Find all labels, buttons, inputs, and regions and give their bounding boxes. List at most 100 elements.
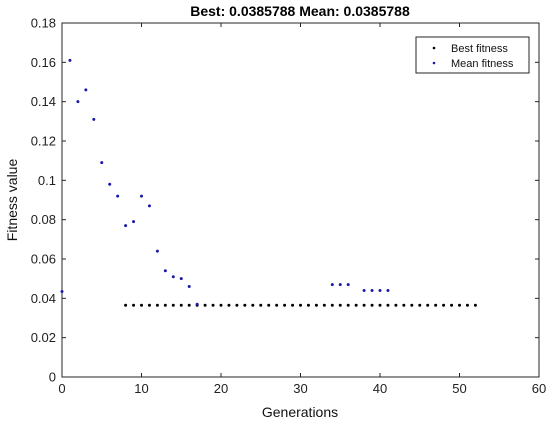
x-axis-label: Generations xyxy=(262,404,338,420)
best-fitness-point xyxy=(147,303,151,307)
mean-fitness-point xyxy=(76,100,80,104)
plot-area xyxy=(61,22,540,378)
best-fitness-point xyxy=(465,303,469,307)
mean-fitness-point xyxy=(100,161,104,165)
best-fitness-point xyxy=(410,303,414,307)
data-points xyxy=(60,58,477,307)
mean-fitness-point xyxy=(68,58,72,62)
y-tick-label: 0.02 xyxy=(31,330,56,345)
mean-fitness-point xyxy=(108,182,112,186)
best-fitness-point xyxy=(211,303,215,307)
mean-fitness-point xyxy=(155,249,159,253)
best-fitness-point xyxy=(171,303,175,307)
best-fitness-point xyxy=(259,303,263,307)
best-fitness-point xyxy=(203,303,207,307)
best-fitness-point xyxy=(378,303,382,307)
y-tick-label: 0.08 xyxy=(31,212,56,227)
best-fitness-point xyxy=(354,303,358,307)
legend-label-mean: Mean fitness xyxy=(451,58,514,70)
best-fitness-point xyxy=(132,303,136,307)
y-axis-label: Fitness value xyxy=(4,159,20,242)
best-fitness-point xyxy=(442,303,446,307)
legend: Best fitness Mean fitness xyxy=(415,36,530,74)
mean-fitness-point xyxy=(116,194,120,198)
y-tick-label: 0.14 xyxy=(31,94,56,109)
x-tick-label: 30 xyxy=(293,381,307,396)
best-fitness-point xyxy=(386,303,390,307)
best-fitness-point xyxy=(227,303,231,307)
best-fitness-point xyxy=(473,303,477,307)
y-tick-label: 0.16 xyxy=(31,55,56,70)
x-tick-label: 10 xyxy=(134,381,148,396)
best-fitness-point xyxy=(243,303,247,307)
mean-fitness-point xyxy=(60,289,64,293)
y-tick-label: 0 xyxy=(49,370,56,385)
axis-ticks: 0 10 20 30 40 50 60 0 0.02 0.04 0.06 0.08 0.1 0.12 0.1… xyxy=(31,16,547,397)
best-fitness-point xyxy=(124,303,128,307)
x-tick-label: 50 xyxy=(452,381,466,396)
mean-fitness-point xyxy=(195,302,199,306)
best-fitness-point xyxy=(450,303,454,307)
mean-fitness-point xyxy=(386,288,390,292)
best-fitness-point xyxy=(434,303,438,307)
mean-fitness-point xyxy=(362,288,366,292)
x-tick-label: 0 xyxy=(58,381,65,396)
y-tick-label: 0.12 xyxy=(31,134,56,149)
mean-fitness-point xyxy=(338,283,342,287)
best-fitness-point xyxy=(330,303,334,307)
mean-fitness-point xyxy=(140,194,143,198)
best-fitness-point xyxy=(299,303,302,307)
y-tick-label: 0.04 xyxy=(31,291,56,306)
best-fitness-point xyxy=(370,303,374,307)
best-fitness-point xyxy=(219,303,223,307)
best-fitness-point xyxy=(179,303,183,307)
mean-fitness-point xyxy=(330,283,334,287)
mean-fitness-point xyxy=(370,288,374,292)
mean-fitness-point xyxy=(179,277,183,281)
best-fitness-point xyxy=(163,303,167,307)
best-fitness-point xyxy=(362,303,366,307)
best-fitness-point xyxy=(251,303,255,307)
best-fitness-point xyxy=(458,303,461,307)
best-fitness-point xyxy=(394,303,398,307)
mean-fitness-point xyxy=(92,117,96,121)
legend-label-best: Best fitness xyxy=(451,43,508,55)
x-tick-label: 60 xyxy=(532,381,546,396)
legend-marker-best xyxy=(432,46,436,50)
mean-fitness-point xyxy=(171,275,175,279)
mean-fitness-point xyxy=(163,269,167,273)
best-fitness-point xyxy=(338,303,342,307)
best-fitness-point xyxy=(291,303,295,307)
best-fitness-point xyxy=(267,303,271,307)
mean-fitness-point xyxy=(132,220,136,224)
x-tick-label: 40 xyxy=(373,381,387,396)
best-fitness-point xyxy=(306,303,310,307)
chart-title: Best: 0.0385788 Mean: 0.0385788 xyxy=(190,3,410,19)
x-tick-label: 20 xyxy=(214,381,228,396)
best-fitness-point xyxy=(314,303,318,307)
mean-fitness-point xyxy=(346,283,350,287)
best-fitness-point xyxy=(140,303,143,307)
best-fitness-point xyxy=(346,303,350,307)
best-fitness-point xyxy=(322,303,326,307)
best-fitness-point xyxy=(187,303,191,307)
best-fitness-point xyxy=(275,303,279,307)
mean-fitness-point xyxy=(84,88,88,92)
best-fitness-point xyxy=(402,303,406,307)
best-fitness-point xyxy=(426,303,430,307)
best-fitness-point xyxy=(283,303,287,307)
y-tick-label: 0.18 xyxy=(31,16,56,31)
legend-box xyxy=(415,36,530,74)
best-fitness-point xyxy=(418,303,422,307)
best-fitness-point xyxy=(155,303,159,307)
best-fitness-point xyxy=(235,303,239,307)
mean-fitness-point xyxy=(187,285,191,289)
mean-fitness-point xyxy=(378,288,382,292)
legend-marker-mean xyxy=(432,61,436,65)
mean-fitness-point xyxy=(124,224,128,228)
y-tick-label: 0.06 xyxy=(31,252,56,267)
mean-fitness-point xyxy=(147,204,151,208)
y-tick-label: 0.1 xyxy=(38,173,56,188)
